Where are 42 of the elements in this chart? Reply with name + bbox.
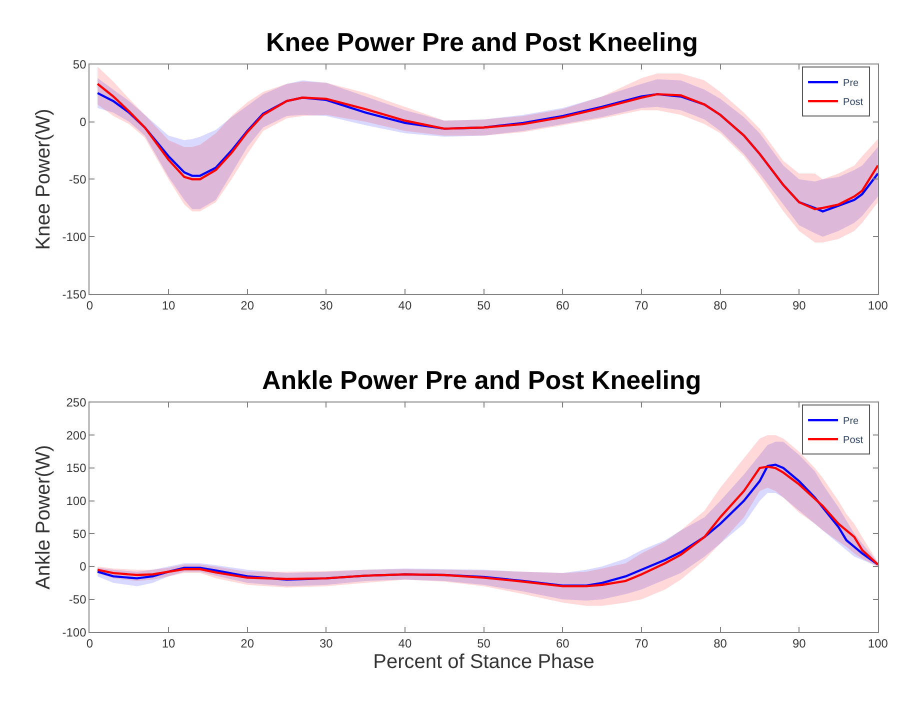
- y-tick-label: -150: [62, 287, 87, 302]
- legend-label: Post: [843, 97, 864, 108]
- y-tick-label: -100: [62, 230, 87, 244]
- x-tick-label: 100: [868, 636, 888, 651]
- x-axis-title: Percent of Stance Phase: [373, 651, 594, 674]
- x-tick-label: 60: [556, 298, 570, 313]
- x-tick-label: 20: [240, 636, 254, 651]
- chart-title: Knee Power Pre and Post Kneeling: [266, 27, 698, 57]
- y-tick-label: 0: [80, 560, 87, 574]
- y-tick-label: -50: [68, 592, 87, 607]
- legend-label: Pre: [843, 78, 860, 90]
- y-tick-label: 100: [66, 494, 87, 508]
- legend-label: Pre: [843, 416, 860, 428]
- x-tick-label: 20: [240, 298, 254, 313]
- x-tick-label: 50: [477, 636, 491, 651]
- x-tick-label: 90: [792, 636, 806, 651]
- y-axis-title: Knee Power(W): [32, 108, 55, 250]
- x-tick-label: 50: [477, 298, 491, 313]
- x-tick-label: 40: [398, 298, 412, 313]
- legend-label: Post: [843, 435, 864, 446]
- y-tick-label: -50: [68, 172, 87, 186]
- x-tick-label: 30: [319, 636, 334, 651]
- y-tick-label: 50: [72, 526, 87, 541]
- x-tick-label: 70: [634, 636, 648, 651]
- x-tick-label: 80: [714, 298, 728, 313]
- chart-title: Ankle Power Pre and Post Kneeling: [262, 365, 702, 395]
- x-tick-label: 100: [868, 298, 888, 313]
- x-tick-label: 10: [162, 636, 176, 651]
- y-tick-label: 0: [80, 114, 87, 129]
- y-axis-title: Ankle Power(W): [32, 445, 55, 590]
- y-tick-label: -100: [62, 625, 87, 640]
- y-tick-label: 150: [66, 461, 87, 476]
- x-tick-label: 10: [162, 298, 176, 313]
- x-tick-label: 40: [398, 636, 412, 651]
- y-tick-label: 250: [66, 396, 87, 410]
- y-tick-label: 200: [66, 428, 87, 442]
- x-tick-label: 90: [792, 298, 806, 313]
- x-tick-label: 60: [556, 636, 570, 651]
- x-tick-label: 30: [319, 298, 334, 313]
- y-tick-label: 50: [72, 58, 87, 72]
- x-tick-label: 70: [634, 298, 648, 313]
- x-tick-label: 80: [714, 636, 728, 651]
